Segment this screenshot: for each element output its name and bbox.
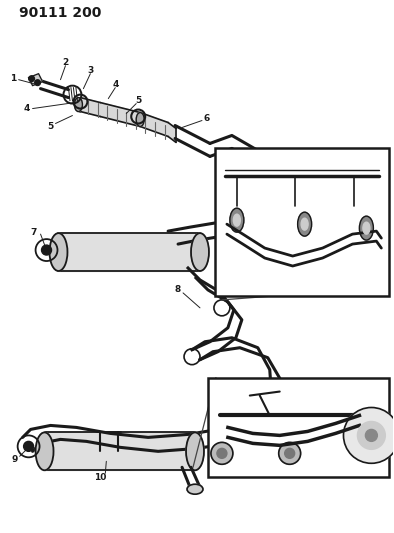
Bar <box>58 233 200 271</box>
Text: 7: 7 <box>30 228 37 237</box>
Text: 12: 12 <box>356 273 369 282</box>
Ellipse shape <box>230 208 244 232</box>
Text: 4: 4 <box>112 80 119 89</box>
Ellipse shape <box>297 212 312 236</box>
Ellipse shape <box>191 233 209 271</box>
Circle shape <box>29 76 35 82</box>
Circle shape <box>35 79 41 86</box>
Text: 1: 1 <box>11 74 17 83</box>
Ellipse shape <box>233 214 240 226</box>
Text: 11: 11 <box>217 216 229 225</box>
Text: 5: 5 <box>135 96 141 105</box>
Text: 15: 15 <box>216 463 228 472</box>
Polygon shape <box>29 74 43 86</box>
Text: 12: 12 <box>236 273 249 282</box>
Ellipse shape <box>359 216 374 240</box>
Circle shape <box>217 448 227 458</box>
Circle shape <box>357 422 385 449</box>
Ellipse shape <box>186 432 204 470</box>
Text: 2: 2 <box>62 58 69 67</box>
Text: 8: 8 <box>175 285 181 294</box>
Text: 3: 3 <box>87 66 93 75</box>
Text: 16: 16 <box>375 381 388 390</box>
Circle shape <box>344 408 394 463</box>
Polygon shape <box>80 98 176 142</box>
Circle shape <box>285 448 295 458</box>
Ellipse shape <box>187 484 203 494</box>
Ellipse shape <box>74 98 82 111</box>
Ellipse shape <box>136 112 144 126</box>
Text: 11: 11 <box>361 178 374 187</box>
Text: 10: 10 <box>94 473 106 482</box>
Text: 4: 4 <box>23 104 30 113</box>
Ellipse shape <box>363 222 370 234</box>
Text: 14: 14 <box>264 381 276 390</box>
Text: 9: 9 <box>11 455 18 464</box>
Ellipse shape <box>35 432 54 470</box>
Text: 6: 6 <box>204 114 210 123</box>
Bar <box>45 432 195 470</box>
Circle shape <box>41 245 52 255</box>
Bar <box>208 377 389 477</box>
Text: 5: 5 <box>47 122 54 131</box>
Text: 13: 13 <box>373 216 386 225</box>
Text: 90111 200: 90111 200 <box>19 6 101 20</box>
Circle shape <box>24 441 33 451</box>
Bar <box>215 148 389 296</box>
Text: 13: 13 <box>286 160 299 169</box>
Text: 13: 13 <box>283 463 296 472</box>
Ellipse shape <box>301 218 308 230</box>
Circle shape <box>279 442 301 464</box>
Ellipse shape <box>50 233 67 271</box>
Circle shape <box>365 430 377 441</box>
Circle shape <box>211 442 233 464</box>
